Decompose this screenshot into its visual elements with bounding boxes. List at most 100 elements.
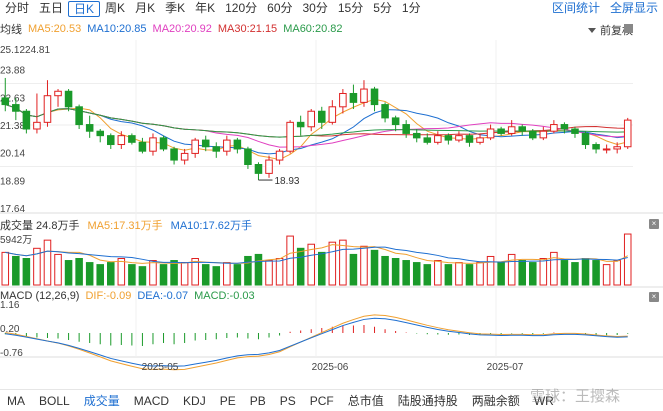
candle-body	[560, 124, 569, 130]
low-marker-label: 18.93	[274, 176, 299, 187]
period-tab-12[interactable]: 1分	[401, 1, 421, 15]
candle-body	[497, 128, 505, 134]
period-tab-5[interactable]: 季K	[165, 1, 186, 15]
period-tab-3[interactable]: 周K	[105, 1, 126, 15]
candle-body	[623, 119, 632, 148]
price-axis-label: 17.64	[0, 204, 25, 215]
volume-bar	[360, 245, 368, 286]
volume-bar	[571, 262, 579, 286]
ma10-value: MA10:20.85	[87, 23, 147, 35]
candle-body	[539, 130, 548, 139]
price-axis-label: 23.88	[0, 66, 25, 77]
candle-body	[170, 148, 178, 161]
volume-bar	[391, 258, 400, 286]
volume-bar	[43, 239, 52, 286]
indicator-tab-5[interactable]: PE	[219, 393, 236, 408]
candle-body	[64, 90, 73, 108]
period-tab-0[interactable]: 分时	[5, 1, 30, 15]
period-tab-6[interactable]: 年K	[195, 1, 216, 15]
close-price-icon	[624, 24, 633, 33]
candle-body	[455, 135, 463, 141]
candle-body	[43, 95, 52, 123]
indicator-tab-8[interactable]: PCF	[309, 393, 334, 408]
macd-axis-label: -0.76	[0, 348, 23, 359]
date-label: 2025-06	[312, 362, 349, 373]
candle-body	[360, 88, 368, 103]
volume-ma10: MA10:17.62万手	[170, 220, 252, 232]
dif-line	[5, 314, 628, 371]
price-axis-label: 20.14	[0, 149, 25, 160]
indicator-tab-12[interactable]: WR	[533, 393, 554, 408]
volume-bar	[529, 262, 537, 286]
ma30-value: MA30:21.15	[217, 23, 278, 35]
candle-body	[518, 126, 526, 132]
price-axis-label: 25.1224.81	[0, 45, 50, 56]
close-volume-icon[interactable]: ×	[649, 219, 659, 229]
period-tab-11[interactable]: 5分	[373, 1, 392, 15]
candle-body	[191, 139, 199, 154]
indicator-tab-6[interactable]: PB	[249, 393, 266, 408]
macd-axis-label: 0.20	[0, 324, 20, 335]
interval-stats-button[interactable]: 区间统计	[551, 1, 600, 15]
candle-body	[571, 128, 579, 134]
volume-bar	[265, 260, 273, 286]
price-axis-label: 18.89	[0, 176, 25, 187]
macd-legend: MACD (12,26,9) DIF:-0.09 DEA:-0.07 MACD:…	[0, 290, 261, 302]
volume-bar	[497, 262, 505, 286]
candle-body	[434, 135, 442, 143]
ma60-value: MA60:20.82	[283, 23, 343, 35]
candle-body	[486, 128, 495, 139]
volume-bar	[455, 262, 463, 286]
candle-body	[444, 135, 453, 141]
indicator-tab-9[interactable]: 总市值	[347, 394, 384, 408]
volume-label: 成交量 24.8万手	[0, 220, 80, 232]
period-tab-1[interactable]: 五日	[39, 1, 64, 15]
period-tab-4[interactable]: 月K	[135, 1, 156, 15]
volume-bar	[223, 262, 231, 286]
volume-bar	[233, 264, 242, 286]
volume-bar	[507, 253, 516, 286]
indicator-tab-2[interactable]: 成交量	[83, 394, 120, 408]
volume-bar	[434, 260, 442, 286]
candle-body	[159, 137, 168, 150]
period-tab-2[interactable]: 日K	[68, 0, 101, 17]
candle-body	[412, 132, 421, 139]
close-macd-icon[interactable]: ×	[649, 292, 659, 302]
candle-body	[22, 110, 31, 130]
period-tab-9[interactable]: 30分	[302, 1, 328, 15]
indicator-tab-1[interactable]: BOLL	[39, 393, 70, 408]
volume-ma5-line	[5, 244, 628, 264]
period-tab-10[interactable]: 15分	[337, 1, 364, 15]
indicator-tab-7[interactable]: PS	[279, 393, 296, 408]
volume-axis-label: 5942万	[0, 235, 32, 246]
indicator-tab-11[interactable]: 两融余额	[471, 394, 520, 408]
candle-body	[507, 126, 516, 134]
ma-legend: 均线 MA5:20.53 MA10:20.85 MA20:20.92 MA30:…	[0, 22, 349, 36]
volume-bar	[85, 262, 94, 286]
indicator-tab-4[interactable]: KDJ	[183, 393, 206, 408]
indicator-tab-10[interactable]: 陆股通持股	[397, 394, 458, 408]
volume-bar	[613, 260, 621, 286]
volume-bar	[518, 260, 526, 286]
candle-body	[138, 141, 147, 152]
volume-bar	[602, 264, 611, 286]
candle-body	[201, 139, 210, 148]
candle-body	[85, 124, 94, 132]
indicator-tab-0[interactable]: MA	[7, 393, 25, 408]
volume-bar	[117, 258, 126, 286]
candle-body	[381, 104, 389, 119]
period-tab-8[interactable]: 60分	[267, 1, 293, 15]
volume-bar	[128, 264, 136, 286]
ma20-value: MA20:20.92	[152, 23, 212, 35]
period-tab-7[interactable]: 120分	[225, 1, 258, 15]
candle-body	[465, 135, 474, 143]
volume-bar	[402, 260, 410, 286]
fullscreen-button[interactable]: 全屏显示	[609, 1, 658, 15]
kline-chart[interactable]: 25.1224.81 23.88 22.63 21.38 20.14 18.89 17.64…	[0, 0, 663, 389]
candle-body	[602, 148, 611, 151]
indicator-tab-3[interactable]: MACD	[133, 393, 170, 408]
macd-value: MACD:-0.03	[194, 290, 255, 302]
volume-bar	[412, 262, 421, 286]
volume-ma10-line	[5, 246, 628, 264]
volume-bar	[170, 260, 178, 286]
